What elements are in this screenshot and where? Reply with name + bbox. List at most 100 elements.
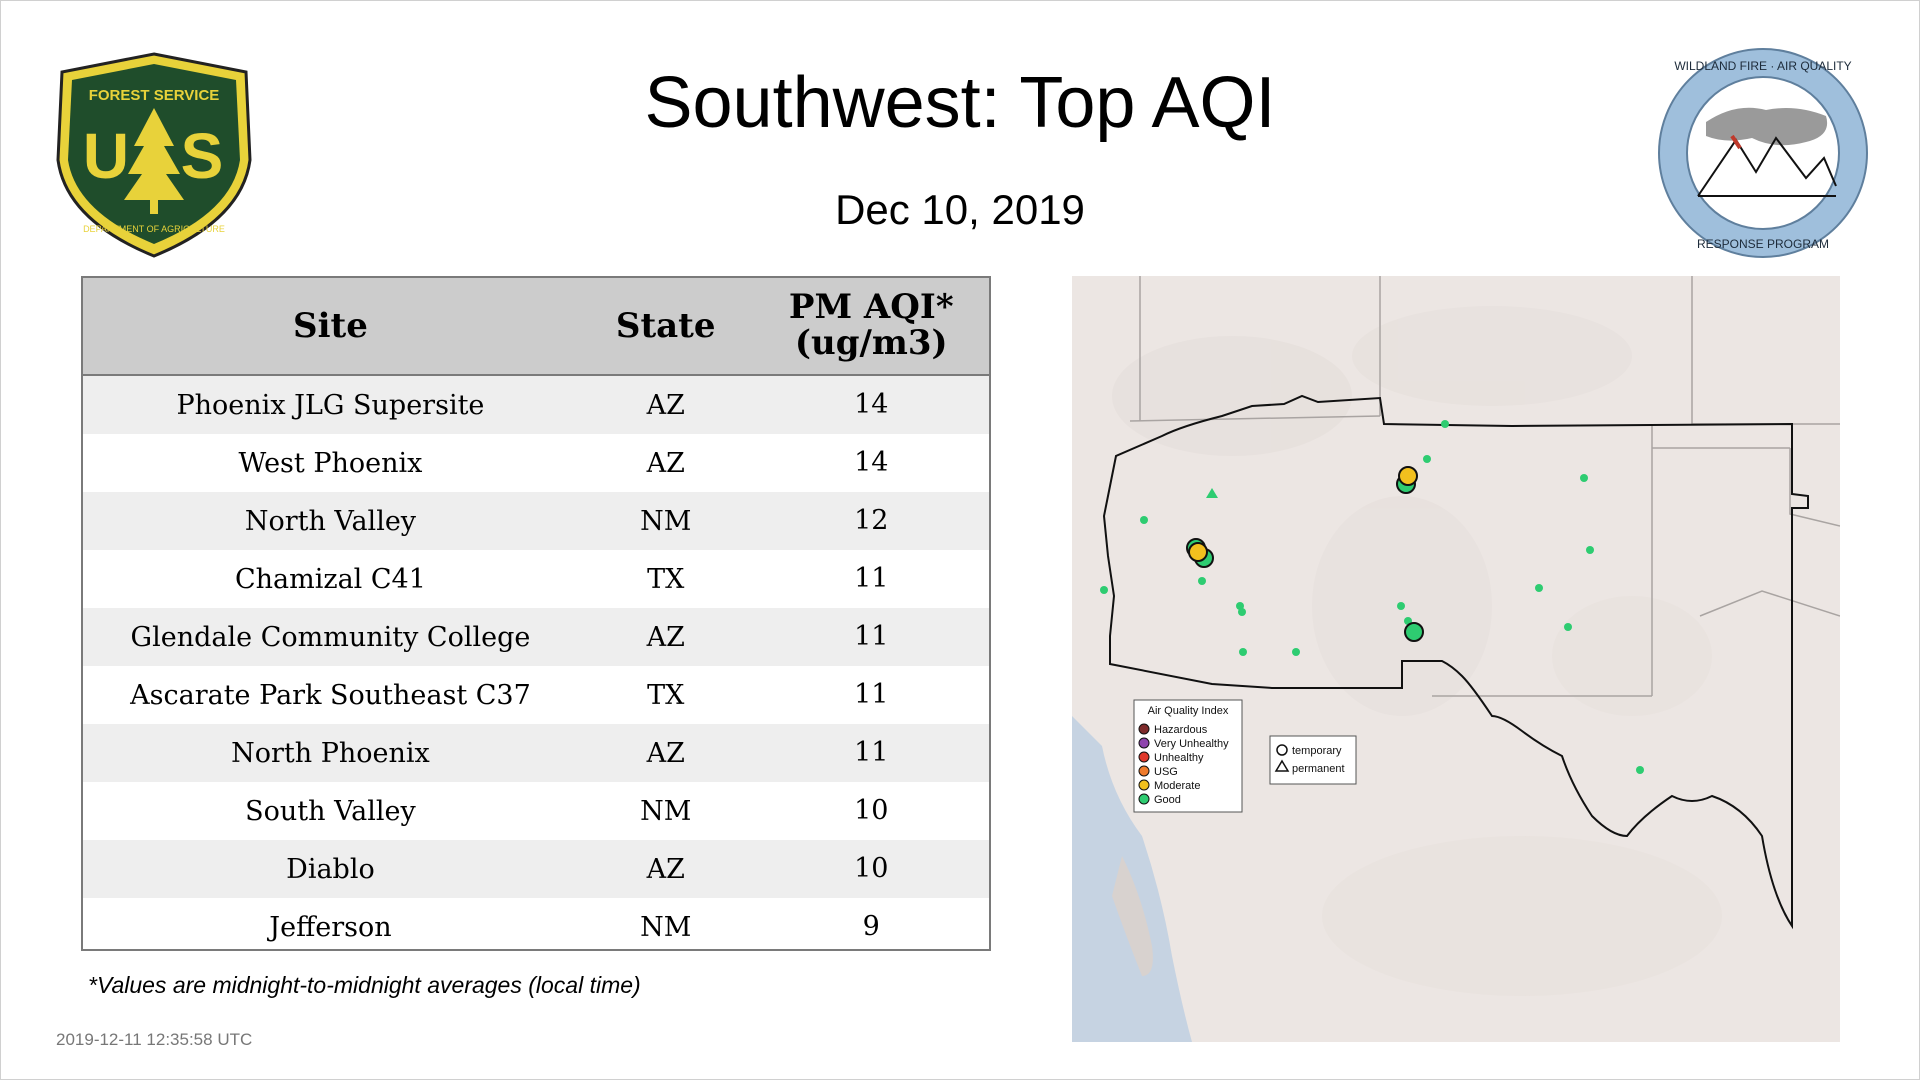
cell-aqi: 12: [854, 504, 889, 536]
site-marker-good: [1441, 420, 1449, 428]
site-marker-good-large: [1404, 622, 1424, 642]
table-row: Glendale Community College AZ 11: [83, 608, 989, 666]
cell-state: TX: [647, 679, 685, 711]
logo-right-top-text: WILDLAND FIRE · AIR QUALITY: [1674, 59, 1851, 73]
cell-aqi: 14: [854, 388, 889, 420]
site-marker-good: [1100, 586, 1108, 594]
map-land: [1072, 276, 1840, 1042]
cell-aqi: 14: [854, 446, 889, 478]
cell-state: AZ: [646, 853, 685, 885]
legend-label: Moderate: [1154, 780, 1200, 792]
site-marker-moderate: [1188, 542, 1208, 562]
legend-label: Good: [1154, 794, 1181, 806]
cell-state: NM: [640, 911, 692, 943]
table-row: West Phoenix AZ 14: [83, 434, 989, 492]
site-marker-permanent-good: [1206, 488, 1218, 498]
cell-site: Chamizal C41: [234, 563, 426, 595]
report-date: Dec 10, 2019: [835, 186, 1085, 233]
table-row: Chamizal C41 TX 11: [83, 550, 989, 608]
cell-state: AZ: [646, 389, 685, 421]
table-row: Diablo AZ 10: [83, 840, 989, 898]
table-row: North Phoenix AZ 11: [83, 724, 989, 782]
cell-state: NM: [640, 505, 692, 537]
legend-swatch-very-unhealthy: [1138, 737, 1150, 749]
cell-site: West Phoenix: [238, 447, 423, 479]
site-marker-good: [1423, 455, 1431, 463]
logo-left-bottom-text: DEPARTMENT OF AGRICULTURE: [83, 224, 225, 234]
legend-swatch-good: [1138, 793, 1150, 805]
legend-swatch-hazardous: [1138, 723, 1150, 735]
site-marker-good: [1198, 577, 1206, 585]
shape-legend: temporary permanent: [1269, 735, 1357, 785]
cell-site: Ascarate Park Southeast C37: [130, 679, 531, 711]
table-row: Jefferson NM 9: [83, 898, 989, 956]
wfaqrp-seal-icon: WILDLAND FIRE · AIR QUALITY RESPONSE PRO…: [1658, 48, 1868, 258]
site-marker-moderate: [1398, 466, 1418, 486]
cell-site: North Phoenix: [231, 737, 430, 769]
legend-swatch-usg: [1138, 765, 1150, 777]
legend-label: USG: [1154, 766, 1178, 778]
cell-aqi: 10: [854, 852, 889, 884]
legend-title: Air Quality Index: [1148, 705, 1229, 717]
cell-site: Phoenix JLG Supersite: [176, 389, 485, 421]
cell-site: Jefferson: [269, 911, 392, 943]
aqi-legend: Air Quality Index Hazardous Very Unhealt…: [1133, 699, 1243, 813]
header-state: State: [615, 306, 716, 346]
cell-site: Glendale Community College: [130, 621, 531, 653]
legend-swatch-moderate: [1138, 779, 1150, 791]
site-marker-good: [1397, 602, 1405, 610]
legend-swatch-unhealthy: [1138, 751, 1150, 763]
cell-aqi: 11: [854, 736, 889, 768]
cell-site: South Valley: [245, 795, 416, 827]
cell-aqi: 11: [854, 562, 889, 594]
usfs-shield-icon: FOREST SERVICE U S DEPARTMENT OF AGRICUL…: [56, 52, 252, 258]
page-title: Southwest: Top AQI: [644, 63, 1276, 143]
cell-aqi: 11: [854, 678, 889, 710]
header-aqi-line1: PM AQI*: [788, 287, 954, 328]
timestamp: 2019-12-11 12:35:58 UTC: [56, 1030, 253, 1049]
svg-text:S: S: [181, 120, 224, 192]
legend-label: Unhealthy: [1154, 752, 1204, 764]
table-row: Ascarate Park Southeast C37 TX 11: [83, 666, 989, 724]
site-marker-good: [1636, 766, 1644, 774]
aqi-table: Site State PM AQI* (ug/m3) Phoenix JLG S…: [81, 276, 991, 951]
site-marker-good: [1140, 516, 1148, 524]
circle-outline-icon: [1276, 744, 1288, 756]
legend-shape-label: permanent: [1292, 763, 1345, 775]
legend-label: Hazardous: [1154, 724, 1208, 736]
terrain-shading: [1112, 306, 1722, 996]
header-aqi: PM AQI* (ug/m3): [754, 290, 989, 361]
cell-aqi: 11: [854, 620, 889, 652]
header-aqi-line2: (ug/m3): [794, 323, 948, 363]
table-row: South Valley NM 10: [83, 782, 989, 840]
header-site: Site: [293, 306, 368, 346]
baja-peninsula: [1112, 856, 1153, 976]
cell-aqi: 9: [862, 910, 880, 942]
footnote: *Values are midnight-to-midnight average…: [88, 972, 641, 998]
cell-site: Diablo: [286, 853, 375, 885]
site-marker-good: [1238, 608, 1246, 616]
legend-shape-label: temporary: [1292, 745, 1342, 757]
logo-left-top-text: FOREST SERVICE: [89, 87, 220, 104]
aqi-map: Air Quality Index Hazardous Very Unhealt…: [1072, 276, 1840, 1042]
state-borders: [1129, 276, 1840, 697]
cell-state: NM: [640, 795, 692, 827]
cell-site: North Valley: [244, 505, 417, 537]
cell-aqi: 10: [854, 794, 889, 826]
table-header: Site State PM AQI* (ug/m3): [83, 278, 989, 376]
legend-label: Very Unhealthy: [1154, 738, 1229, 750]
site-marker-good: [1580, 474, 1588, 482]
cell-state: AZ: [646, 447, 685, 479]
site-marker-good: [1292, 648, 1300, 656]
cell-state: TX: [647, 563, 685, 595]
triangle-outline-icon: [1274, 759, 1290, 772]
cell-state: AZ: [646, 737, 685, 769]
table-row: North Valley NM 12: [83, 492, 989, 550]
table-row: Phoenix JLG Supersite AZ 14: [83, 376, 989, 434]
svg-text:U: U: [83, 120, 129, 192]
site-marker-good: [1535, 584, 1543, 592]
region-boundary: [1102, 394, 1809, 930]
site-marker-good: [1239, 648, 1247, 656]
site-markers: [1100, 420, 1644, 774]
cell-state: AZ: [646, 621, 685, 653]
